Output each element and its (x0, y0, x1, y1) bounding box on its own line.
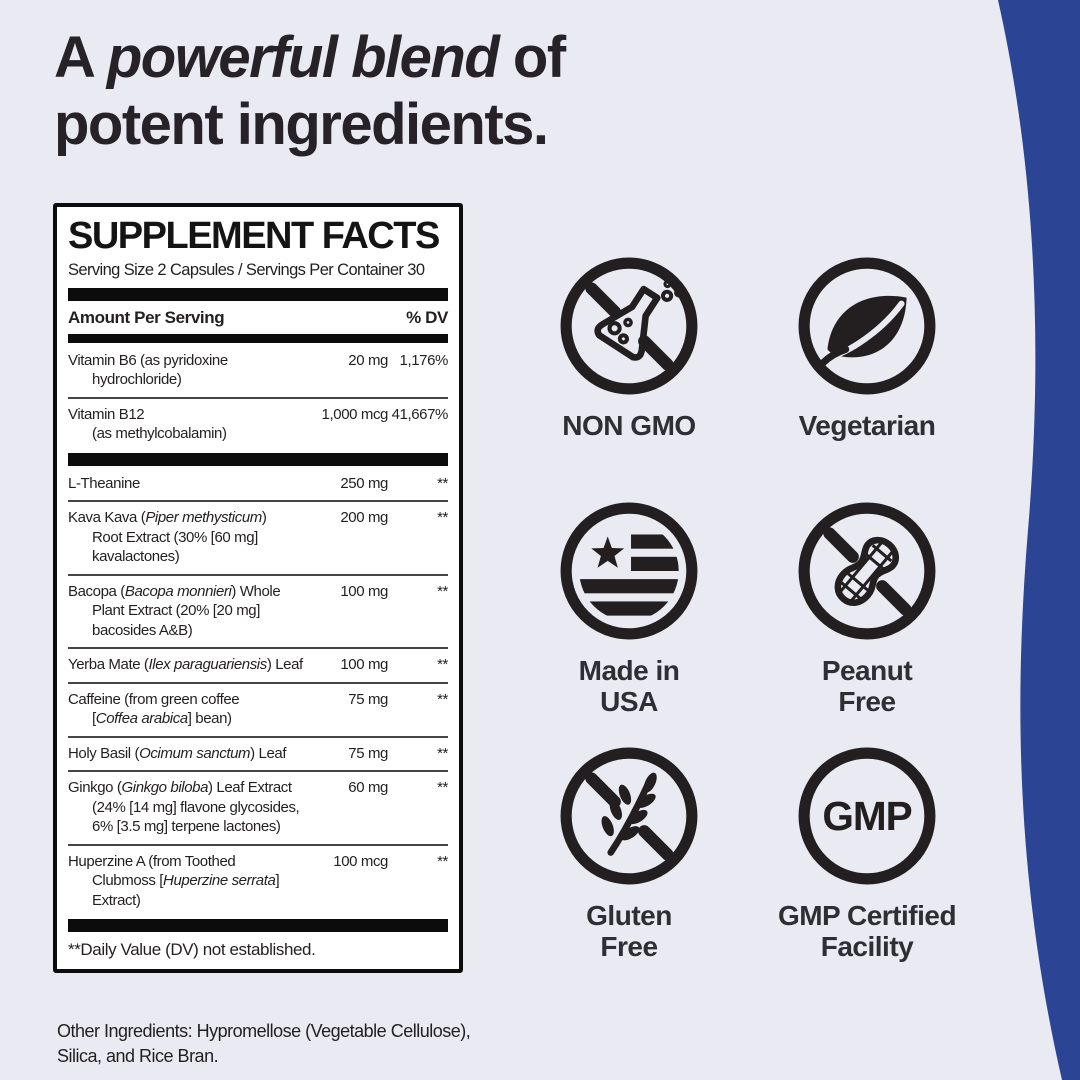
supplement-facts-panel: SUPPLEMENT FACTS Serving Size 2 Capsules… (53, 203, 463, 974)
divider-bar (68, 919, 448, 933)
ingredient-name: Vitamin B6 (as pyridoxine hydrochloride) (68, 351, 228, 389)
gmp-certified-icon: GMP (796, 745, 938, 887)
badge-grid: NON GMO Vegetarian Made in USA Peanut Free Glu… (510, 255, 986, 963)
badge: NON GMO (510, 255, 748, 500)
ingredient-dv: ** (437, 744, 448, 762)
table-header-row: Amount Per Serving % DV (68, 303, 448, 332)
ingredient-dv: ** (437, 690, 448, 708)
badge-label: Made in USA (578, 655, 680, 718)
supplement-row: Yerba Mate (Ilex paraguariensis) Leaf 100… (68, 647, 448, 682)
supplement-row: Ginkgo (Ginkgo biloba) Leaf Extract (24% … (68, 770, 448, 844)
dv-header: % DV (406, 307, 448, 327)
ingredient-name: Kava Kava (Piper methysticum) Root Extrac… (68, 509, 267, 566)
ingredient-amount: 20 mg (348, 351, 388, 369)
badge: Made in USA (510, 500, 748, 745)
made-in-usa-flag-icon (558, 500, 700, 642)
ingredient-amount: 250 mg (340, 474, 388, 492)
ingredient-amount: 75 mg (348, 690, 388, 708)
ingredient-name: L-Theanine (68, 474, 140, 492)
amount-per-serving-header: Amount Per Serving (68, 307, 225, 327)
supplement-row: Caffeine (from green coffee [Coffea arabi… (68, 681, 448, 736)
headline-prefix: A (54, 25, 107, 90)
supplement-row: Bacopa (Bacopa monnieri) Whole Plant Extr… (68, 573, 448, 648)
badge: GMP GMP Certified Facility (748, 745, 986, 963)
supplement-row: Vitamin B6 (as pyridoxine hydrochloride) 2… (68, 345, 448, 397)
ingredient-name: Ginkgo (Ginkgo biloba) Leaf Extract (24% … (68, 779, 300, 836)
ingredient-amount: 200 mg (340, 509, 388, 527)
ingredient-dv: 41,667% (391, 405, 449, 423)
divider-bar (68, 333, 448, 343)
badge-label: Vegetarian (798, 410, 936, 441)
ingredient-dv: ** (437, 509, 448, 527)
supplement-facts-title: SUPPLEMENT FACTS (68, 215, 440, 257)
daily-value-footnote: **Daily Value (DV) not established. (68, 940, 316, 960)
supplement-row: Vitamin B12 (as methylcobalamin) 1,000 mcg… (68, 396, 449, 451)
blue-wave-shape (998, 0, 1080, 1080)
svg-text:GMP: GMP (822, 793, 911, 839)
badge-label: GMP Certified Facility (777, 900, 957, 963)
ingredient-dv: 1,176% (399, 351, 449, 369)
ingredient-amount: 100 mcg (333, 852, 388, 870)
ingredient-amount: 100 mg (340, 582, 388, 600)
badge-label: Peanut Free (821, 655, 913, 718)
ingredient-dv: ** (437, 582, 448, 600)
peanut-free-icon (796, 500, 938, 642)
badge: Vegetarian (748, 255, 986, 500)
ingredient-amount: 60 mg (348, 779, 388, 797)
ingredient-name: Huperzine A (from Toothed Clubmoss [Huper… (68, 852, 280, 909)
no-gmo-flask-icon (558, 255, 700, 397)
ingredient-name: Bacopa (Bacopa monnieri) Whole Plant Extr… (68, 582, 281, 639)
ingredient-name: Vitamin B12 (as methylcobalamin) (68, 405, 227, 443)
badge-label: NON GMO (562, 410, 696, 441)
supplement-rows: Vitamin B6 (as pyridoxine hydrochloride) 2… (68, 345, 448, 918)
supplement-row: Holy Basil (Ocimum sanctum) Leaf 75 mg ** (68, 735, 448, 771)
ingredient-amount: 75 mg (348, 744, 388, 762)
headline-suffix: of (498, 25, 566, 90)
serving-size-line: Serving Size 2 Capsules / Servings Per C… (68, 260, 425, 279)
headline-line2: potent ingredients. (54, 92, 549, 158)
vegetarian-leaf-icon (796, 255, 938, 397)
gluten-free-wheat-icon (558, 745, 700, 887)
badge: Peanut Free (748, 500, 986, 745)
ingredient-name: Caffeine (from green coffee [Coffea arabi… (68, 690, 240, 728)
headline-emphasis: powerful blend (106, 25, 500, 90)
ingredient-name: Yerba Mate (Ilex paraguariensis) Leaf (68, 656, 303, 674)
ingredient-dv: ** (437, 474, 448, 492)
ingredient-dv: ** (437, 852, 448, 870)
headline-line1: A powerful blend of (54, 25, 566, 90)
badge: Gluten Free (510, 745, 748, 963)
divider-bar (68, 287, 448, 301)
supplement-row: Huperzine A (from Toothed Clubmoss [Huper… (68, 843, 448, 918)
ingredient-dv: ** (437, 656, 448, 674)
divider-bar (68, 452, 448, 466)
ingredient-amount: 100 mg (340, 656, 388, 674)
ingredient-name: Holy Basil (Ocimum sanctum) Leaf (68, 744, 287, 762)
supplement-row: L-Theanine 250 mg ** (68, 468, 448, 501)
headline: A powerful blend of potent ingredients. (54, 24, 566, 159)
ingredient-amount: 1,000 mcg (321, 405, 389, 423)
supplement-row: Kava Kava (Piper methysticum) Root Extrac… (68, 500, 448, 574)
badge-label: Gluten Free (586, 900, 672, 963)
other-ingredients: Other Ingredients: Hypromellose (Vegetab… (57, 1021, 471, 1067)
ingredient-dv: ** (437, 779, 448, 797)
